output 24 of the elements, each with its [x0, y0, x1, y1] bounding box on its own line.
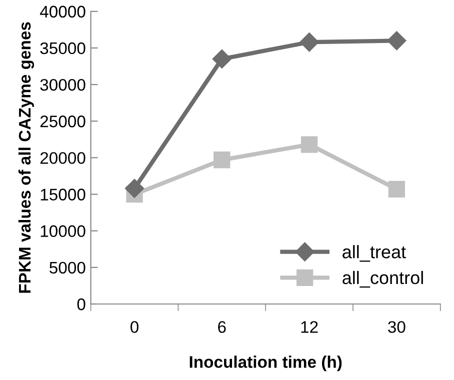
y-tick-label: 30000	[40, 78, 86, 91]
legend-label: all_control	[342, 270, 423, 288]
y-tick-label: 5000	[50, 262, 86, 274]
y-tick-label: 20000	[40, 152, 86, 164]
x-tick-label: 6	[218, 321, 226, 333]
point	[212, 49, 232, 68]
y-tick-label: 10000	[40, 225, 86, 238]
point	[300, 136, 318, 153]
y-tick-label: 35000	[40, 42, 86, 54]
point	[387, 31, 406, 50]
legend-label: all_treat	[342, 245, 406, 262]
point	[300, 32, 319, 52]
x-tick-label: 30	[388, 321, 406, 333]
x-tick-label: 0	[130, 321, 138, 333]
y-tick-label: 0	[77, 298, 86, 310]
x-axis-title: Inoculation time (h)	[190, 356, 342, 372]
y-tick-label: 25000	[40, 116, 86, 128]
y-axis-title: FPKM values of all CAZyme genes	[18, 22, 34, 293]
x-tick-label: 12	[301, 321, 318, 333]
point	[214, 152, 230, 168]
point	[124, 178, 144, 198]
point	[388, 180, 406, 198]
y-tick-label: 15000	[40, 188, 86, 200]
y-tick-label: 40000	[40, 6, 86, 18]
